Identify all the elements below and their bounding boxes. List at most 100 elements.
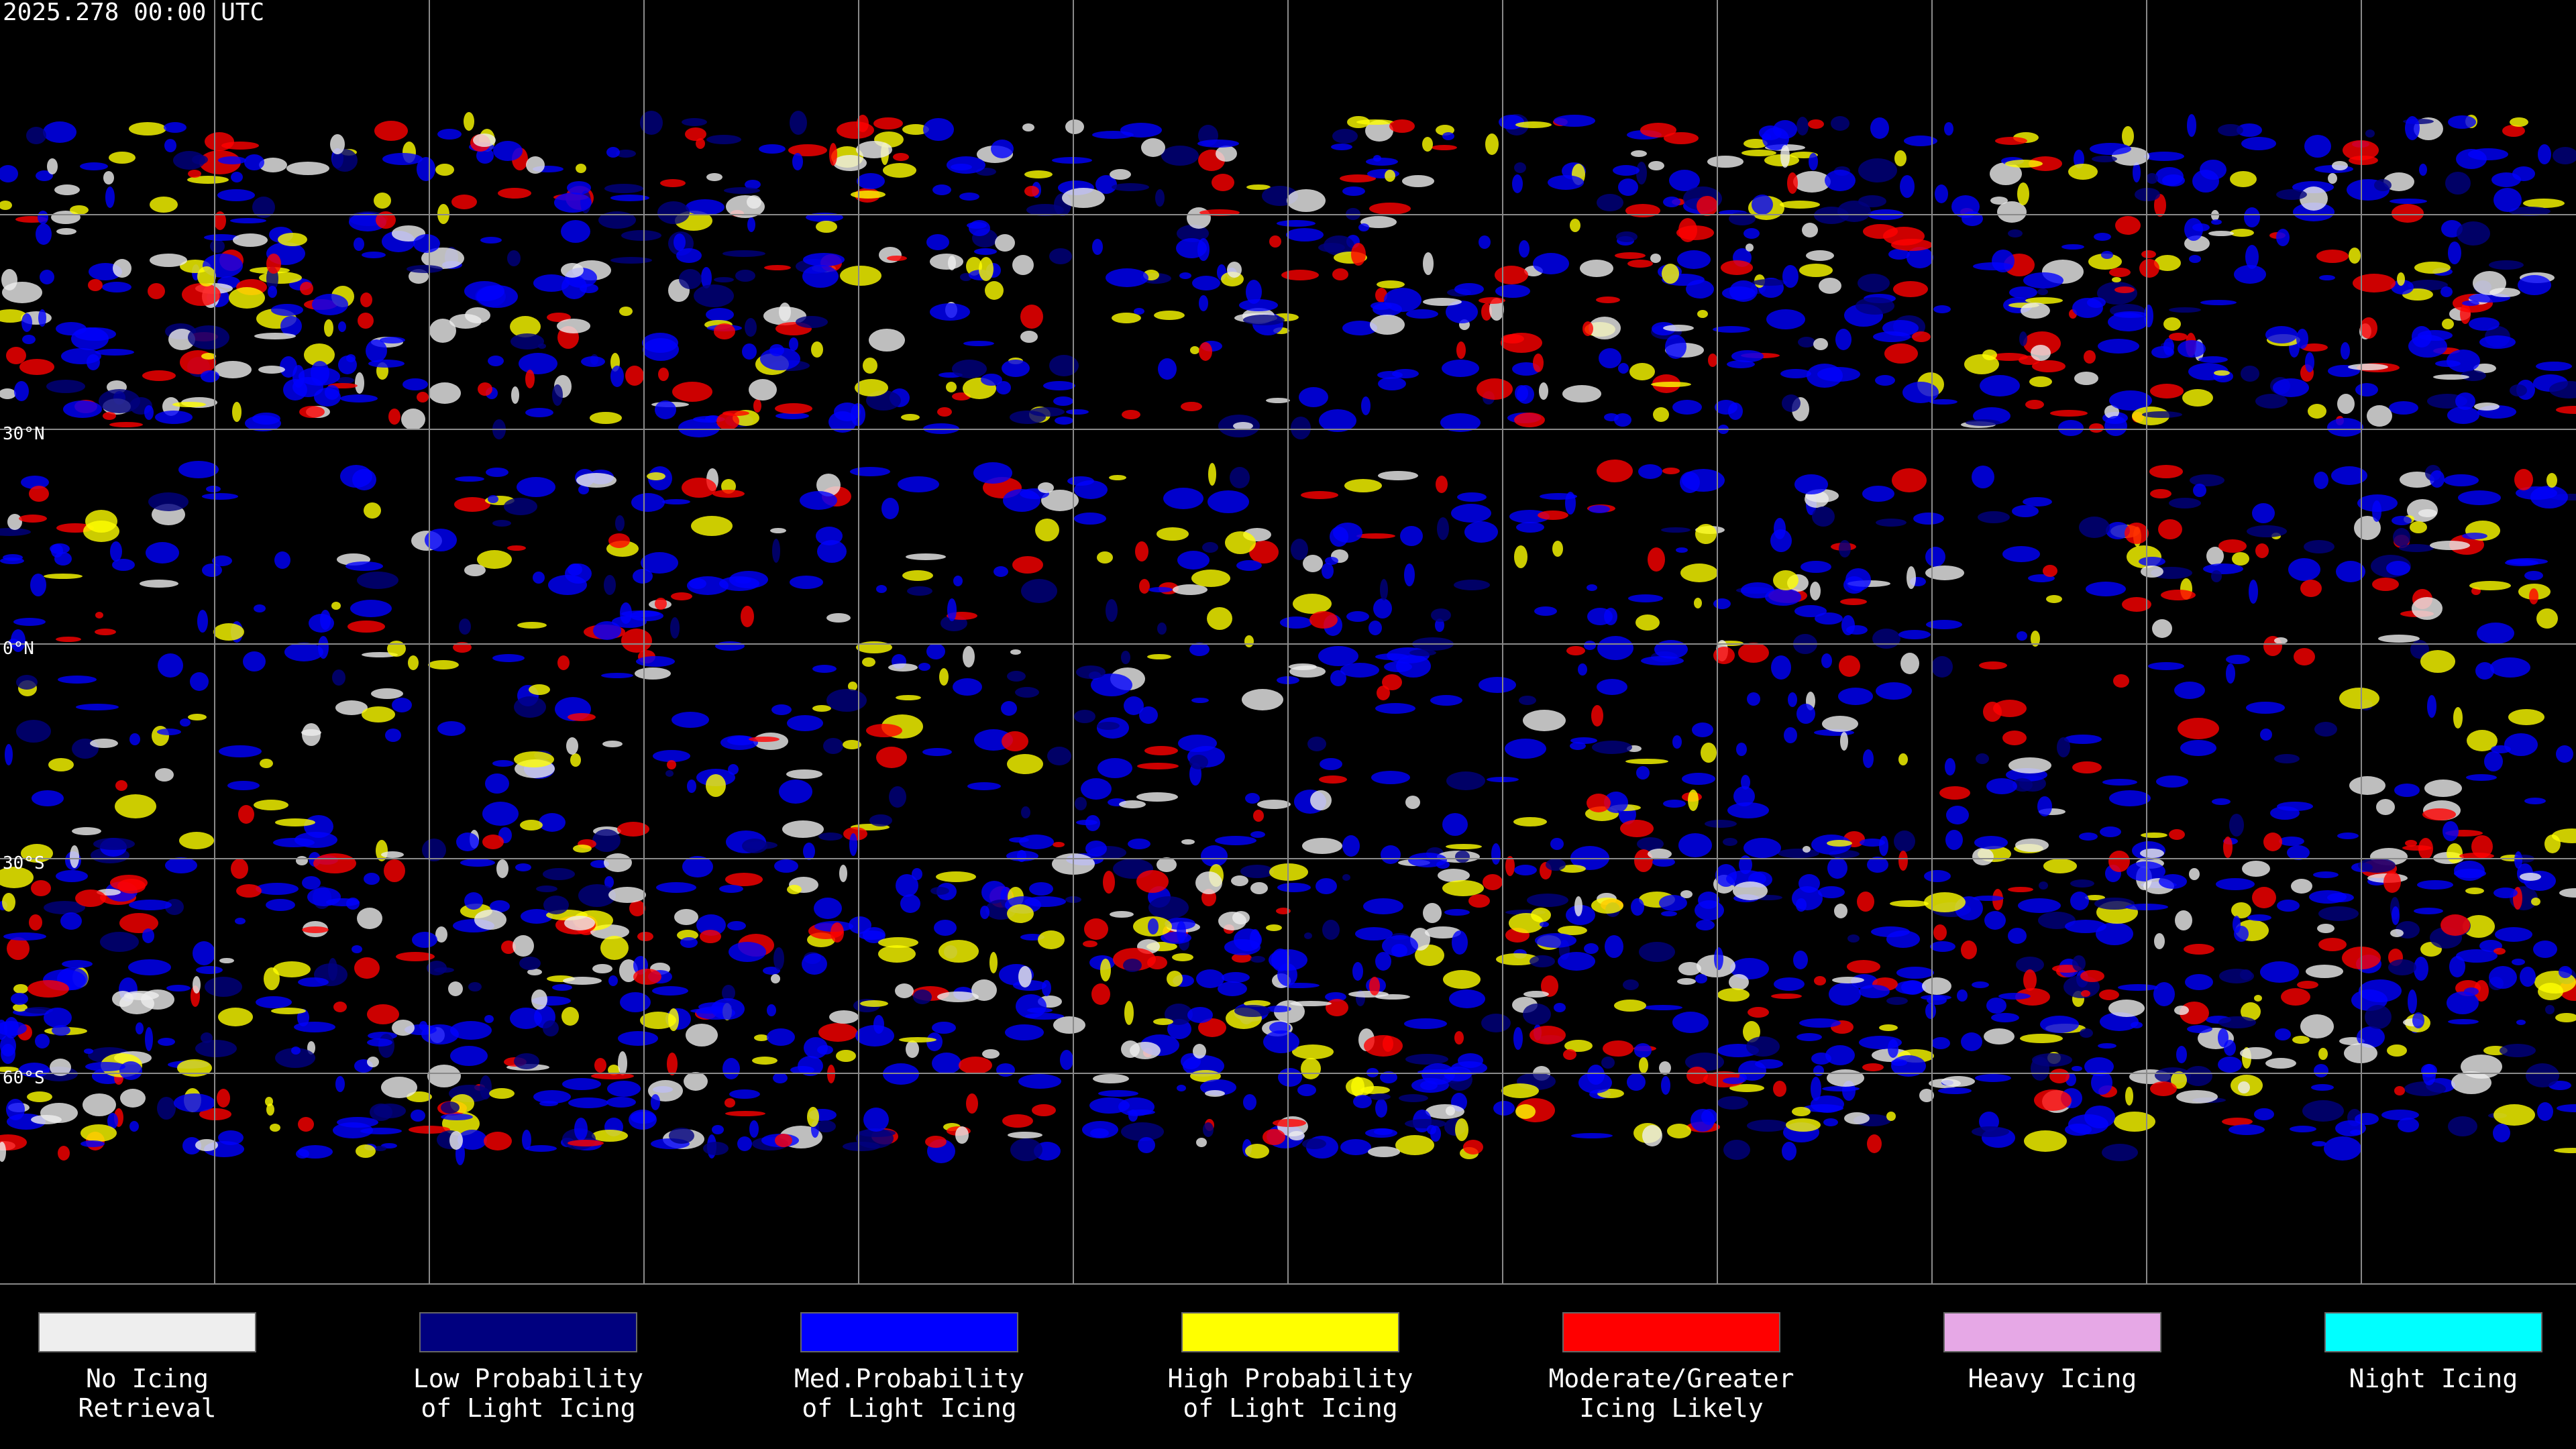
icing-patch	[367, 1004, 399, 1024]
icing-patch	[1799, 874, 1820, 893]
icing-patch	[2070, 892, 2089, 910]
icing-patch	[2265, 1058, 2296, 1069]
icing-patch	[299, 406, 325, 418]
icing-patch	[1008, 1132, 1042, 1138]
icing-patch	[1652, 857, 1675, 867]
icing-patch	[1289, 1131, 1305, 1140]
icing-patch	[1993, 700, 2027, 717]
icing-patch	[1717, 1096, 1748, 1110]
icing-patch	[1032, 1104, 1056, 1116]
icing-patch	[256, 996, 292, 1008]
icing-patch	[335, 700, 368, 715]
icing-patch	[1799, 264, 1833, 277]
icing-patch	[2031, 345, 2051, 361]
icing-patch	[2305, 352, 2314, 372]
icing-patch	[2242, 861, 2270, 877]
icing-patch	[1236, 560, 1262, 571]
icing-patch	[1263, 1129, 1285, 1145]
icing-patch	[48, 758, 74, 771]
icing-patch	[932, 1022, 956, 1034]
icing-patch	[1263, 1030, 1299, 1053]
icing-patch	[1030, 407, 1065, 417]
icing-patch	[1458, 1053, 1483, 1068]
icing-patch	[2275, 1028, 2291, 1040]
icing-patch	[2317, 924, 2334, 933]
icing-patch	[547, 313, 571, 322]
icing-patch	[1592, 741, 1632, 754]
icing-patch	[2468, 148, 2508, 160]
icing-patch	[1597, 636, 1633, 660]
icing-patch	[926, 1032, 943, 1051]
icing-patch	[2150, 489, 2171, 498]
icing-patch	[1432, 145, 1457, 150]
icing-patch	[684, 1072, 708, 1091]
icing-patch	[2091, 1071, 2112, 1095]
icing-patch	[205, 132, 234, 151]
icing-patch	[1780, 145, 1790, 168]
icing-patch	[1876, 519, 1907, 527]
icing-patch	[1862, 1063, 1884, 1071]
icing-patch	[1047, 747, 1071, 765]
icing-patch	[1782, 1142, 1796, 1161]
icing-patch	[1352, 962, 1363, 981]
icing-patch	[1731, 350, 1764, 362]
icing-patch	[889, 786, 906, 808]
icing-patch	[1127, 1110, 1155, 1115]
icing-patch	[7, 937, 30, 960]
icing-patch	[1243, 1094, 1256, 1110]
icing-patch	[1900, 653, 1919, 674]
icing-patch	[2445, 172, 2471, 195]
icing-patch	[1196, 1138, 1207, 1147]
icing-patch	[1172, 953, 1193, 961]
icing-patch	[340, 394, 378, 402]
legend-swatch	[1562, 1312, 1780, 1352]
icing-patch	[1239, 299, 1278, 311]
icing-patch	[1514, 865, 1537, 875]
icing-patch	[1618, 178, 1638, 196]
icing-patch	[484, 1132, 512, 1150]
icing-patch	[2302, 1100, 2344, 1122]
icing-patch	[244, 154, 264, 170]
icing-patch	[2332, 161, 2348, 170]
icing-patch	[302, 876, 321, 890]
icing-patch	[1148, 896, 1189, 919]
icing-patch	[275, 818, 315, 826]
icing-patch	[2462, 301, 2479, 306]
icing-patch	[1173, 584, 1208, 595]
icing-patch	[1857, 892, 1874, 912]
icing-patch	[1801, 561, 1831, 573]
icing-patch	[1330, 670, 1346, 686]
icing-patch	[1782, 265, 1799, 288]
icing-patch	[0, 201, 12, 210]
icing-patch	[2229, 1124, 2265, 1135]
icing-patch	[2222, 1118, 2253, 1126]
icing-patch	[1514, 162, 1526, 173]
icing-patch	[1844, 1112, 1870, 1124]
icing-patch	[1810, 582, 1821, 600]
icing-patch	[2218, 124, 2243, 136]
icing-patch	[849, 916, 871, 934]
icing-patch	[2114, 286, 2135, 293]
icing-patch	[930, 887, 949, 895]
icing-patch	[70, 845, 79, 868]
icing-patch	[593, 621, 621, 640]
icing-patch	[2462, 533, 2487, 539]
icing-patch	[2088, 254, 2122, 270]
icing-patch	[1604, 413, 1619, 421]
icing-patch	[1997, 201, 2027, 223]
icing-patch	[2094, 898, 2135, 910]
icing-patch	[1455, 851, 1470, 863]
icing-patch	[2387, 1044, 2407, 1057]
icing-patch	[1798, 337, 1815, 347]
icing-patch	[1661, 911, 1677, 916]
icing-patch	[2314, 472, 2328, 489]
icing-patch	[843, 827, 867, 841]
icing-patch	[652, 986, 688, 996]
icing-patch	[2353, 274, 2396, 292]
icing-patch	[2002, 731, 2027, 745]
icing-patch	[2348, 364, 2388, 370]
icing-patch	[1686, 280, 1714, 299]
icing-patch	[2198, 356, 2228, 363]
icing-patch	[1787, 172, 1798, 194]
icing-patch	[608, 533, 630, 548]
